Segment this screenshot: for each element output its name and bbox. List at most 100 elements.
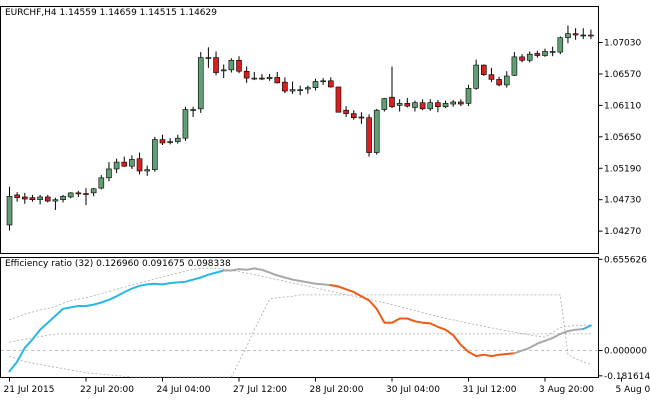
candle-body-up	[197, 57, 204, 110]
efficiency-ratio-info-label: Efficiency ratio (32) 0.126960 0.091675 …	[5, 259, 231, 269]
candle-body-down	[580, 34, 587, 37]
candle	[565, 25, 571, 44]
upper-band-line	[9, 267, 591, 338]
candle-body-up	[37, 196, 43, 200]
candle	[113, 158, 120, 174]
price-panel-frame	[0, 6, 599, 254]
candle-body-up	[503, 75, 510, 86]
candle	[182, 106, 189, 141]
signal-line	[9, 333, 591, 343]
candle	[52, 197, 59, 210]
candle	[519, 54, 525, 63]
candle-body-down	[358, 116, 365, 119]
candle-body-up	[557, 37, 564, 53]
efficiency-ratio-y-tick-label: 0.000000	[604, 347, 647, 357]
time-tick-label: 24 Jul 04:00	[157, 385, 211, 395]
candle	[312, 78, 319, 91]
candle	[129, 155, 135, 169]
candle-body-down	[488, 74, 495, 80]
price-y-tick-label: 1.06570	[604, 70, 641, 80]
candle	[60, 194, 66, 203]
candles	[6, 25, 594, 231]
candle	[266, 73, 273, 81]
candle	[496, 76, 502, 87]
candle-body-up	[588, 34, 594, 37]
candle	[526, 51, 533, 63]
candle	[29, 194, 36, 202]
candle-body-down	[243, 70, 250, 79]
time-tick-label: 30 Jul 04:00	[386, 385, 440, 395]
candle-body-up	[305, 87, 311, 90]
candle-body-down	[572, 33, 579, 36]
candle	[373, 108, 380, 155]
candle-body-down	[44, 196, 51, 202]
candle-body-up	[98, 177, 105, 189]
candle-body-up	[52, 199, 59, 202]
candle-body-up	[565, 33, 571, 39]
efficiency-ratio-y-tick-label: 0.655626	[604, 255, 647, 265]
candle	[213, 51, 219, 76]
candle-body-down	[343, 109, 349, 114]
candle-body-up	[67, 192, 74, 198]
candle-body-up	[427, 102, 434, 110]
candle-body-up	[106, 168, 112, 179]
candle	[14, 192, 20, 202]
candle-body-down	[21, 196, 28, 200]
time-tick-label: 22 Jul 20:00	[80, 385, 134, 395]
candle-body-up	[396, 103, 403, 106]
candle	[282, 77, 288, 94]
candle-body-up	[144, 169, 150, 172]
candle	[305, 85, 311, 94]
candle	[327, 77, 334, 88]
efficiency-ratio-y-tick-label: -0.181614	[604, 372, 650, 382]
candle-body-up	[373, 109, 380, 153]
candle	[404, 97, 411, 108]
price-info-label: EURCHF,H4 1.14559 1.14659 1.14515 1.1462…	[5, 8, 217, 18]
candle-body-up	[412, 102, 418, 108]
time-tick-label: 27 Jul 12:00	[233, 385, 287, 395]
candle	[37, 194, 43, 205]
efficiency-ratio-line-flat	[513, 328, 585, 355]
candle-body-up	[251, 77, 258, 80]
price-y-tick-label: 1.05650	[604, 133, 641, 143]
candle	[190, 106, 196, 118]
candle	[580, 28, 587, 40]
candle	[152, 136, 158, 172]
candle-body-up	[152, 139, 158, 170]
candle	[136, 152, 143, 175]
efficiency-ratio-line-flat	[222, 267, 332, 287]
time-tick-label: 21 Jul 2015	[4, 385, 55, 395]
candle	[67, 192, 74, 199]
candle-body-down	[480, 64, 487, 75]
candle-body-up	[442, 103, 449, 108]
candle	[44, 194, 51, 203]
efficiency-ratio-line-up	[582, 324, 592, 330]
candle	[389, 66, 395, 109]
candle-body-up	[205, 57, 212, 59]
candle	[442, 100, 449, 109]
candle	[144, 165, 150, 176]
candle	[175, 134, 181, 144]
candle-body-up	[6, 195, 13, 226]
candle-body-down	[519, 56, 525, 61]
candle	[557, 36, 564, 55]
candle-body-up	[228, 59, 235, 71]
candle-body-up	[320, 80, 326, 83]
candle-body-up	[266, 77, 273, 80]
candle	[419, 99, 426, 111]
candle	[228, 58, 235, 73]
candle	[381, 97, 388, 112]
efficiency-ratio-panel: 0.655626 0.000000 -0.181614 Efficiency rat…	[0, 255, 650, 382]
efficiency-ratio-y-axis: 0.655626 0.000000 -0.181614	[598, 255, 650, 382]
candle-body-up	[289, 89, 296, 92]
candle	[412, 100, 418, 112]
candle	[21, 192, 28, 204]
candle-body-down	[404, 103, 411, 107]
candle	[167, 138, 173, 145]
candle	[358, 112, 365, 124]
price-y-tick-label: 1.04270	[604, 227, 641, 237]
time-axis: 21 Jul 2015 22 Jul 20:00 24 Jul 04:00 27 Ju…	[4, 377, 650, 395]
candle	[251, 71, 258, 81]
candle-body-down	[236, 59, 242, 72]
efficiency-ratio-lines	[1, 267, 598, 378]
